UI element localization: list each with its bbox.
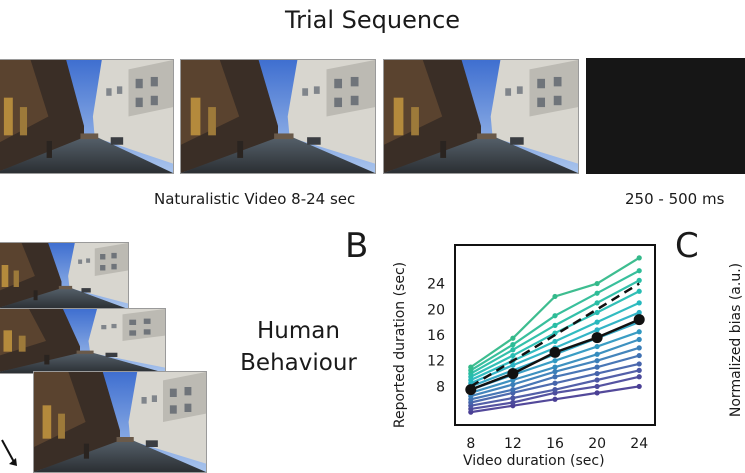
participant-point-4-5	[636, 361, 642, 367]
participant-point-10-4	[594, 327, 600, 333]
video-frame-1	[0, 59, 174, 174]
participant-point-7-5	[636, 336, 642, 343]
participant-point-5-2	[510, 387, 516, 393]
participant-point-6-3	[552, 369, 558, 375]
video-caption: Naturalistic Video 8-24 sec	[154, 190, 356, 208]
participant-point-13-2	[510, 347, 516, 353]
participant-point-2-2	[510, 399, 516, 406]
participant-point-12-2	[510, 352, 516, 359]
participant-point-14-3	[552, 313, 558, 319]
participant-point-14-5	[636, 268, 642, 274]
panel-letter-c: C	[675, 226, 699, 266]
panel-letter-b: B	[345, 226, 369, 266]
participant-point-11-5	[636, 300, 642, 306]
participant-point-8-5	[636, 329, 642, 335]
x-tick-label-12: 12	[504, 436, 522, 452]
video-frame-3	[383, 59, 579, 174]
participant-point-13-5	[636, 277, 642, 283]
participant-point-5-4	[594, 364, 600, 370]
participant-point-15-3	[552, 293, 558, 300]
human-label: Human	[257, 318, 340, 344]
identity-line	[470, 282, 640, 388]
participant-point-10-5	[636, 309, 642, 316]
x-tick-label-16: 16	[546, 436, 564, 452]
participant-point-6-5	[636, 345, 642, 351]
participant-point-10-2	[510, 362, 516, 368]
mean-point-2	[507, 368, 519, 380]
y-tick-label-20: 20	[427, 302, 445, 318]
participant-point-15-4	[594, 280, 600, 287]
participant-point-5-3	[552, 374, 558, 380]
human-behaviour-label: Human Behaviour	[226, 315, 371, 379]
panel-c-y-axis-title: Normalized bias (a.u.)	[728, 262, 744, 418]
y-tick-label-12: 12	[427, 354, 445, 370]
blank-caption: 250 - 500 ms	[625, 190, 725, 208]
participant-point-4-3	[552, 380, 558, 386]
figure-title: Trial Sequence	[284, 6, 461, 34]
mean-point-4	[591, 332, 603, 344]
participant-point-11-3	[552, 338, 558, 345]
participant-point-7-4	[594, 351, 600, 357]
participant-point-8-4	[594, 343, 600, 350]
mean-point-3	[549, 346, 561, 358]
participant-point-3-4	[594, 377, 600, 383]
participant-point-3-3	[552, 387, 558, 393]
blank-screen	[586, 58, 745, 174]
participant-point-1-4	[594, 390, 600, 396]
mean-point-5	[633, 314, 645, 326]
participant-point-13-3	[552, 322, 558, 328]
participant-point-8-3	[552, 358, 558, 364]
participant-point-1-5	[636, 383, 642, 390]
participant-point-2-4	[594, 383, 600, 390]
participant-point-12-4	[594, 309, 600, 316]
participant-point-1-3	[552, 396, 558, 402]
x-tick-label-20: 20	[588, 436, 606, 452]
arrow-icon	[1, 439, 17, 466]
mean-point-1	[465, 384, 477, 396]
participant-point-11-4	[594, 319, 600, 325]
participant-point-14-2	[510, 342, 516, 348]
x-tick-label-8: 8	[466, 436, 475, 452]
participant-point-5-5	[636, 352, 642, 359]
participant-point-7-3	[552, 364, 558, 370]
participant-point-6-2	[510, 381, 516, 388]
participant-point-13-4	[594, 300, 600, 306]
x-tick-label-24: 24	[630, 436, 648, 452]
y-tick-label-16: 16	[427, 328, 445, 344]
participant-point-15-5	[636, 255, 642, 261]
x-axis-title: Video duration (sec)	[463, 453, 605, 469]
y-tick-label-8: 8	[436, 379, 445, 395]
participant-point-3-2	[510, 395, 516, 401]
participant-point-14-4	[594, 290, 600, 296]
participant-point-2-5	[636, 374, 642, 380]
participant-point-4-4	[594, 370, 600, 377]
participant-point-15-1	[468, 364, 474, 370]
video-frame-2	[180, 59, 376, 174]
behaviour-label: Behaviour	[240, 350, 357, 376]
y-tick-label-24: 24	[427, 277, 445, 293]
participant-point-12-5	[636, 288, 642, 294]
participant-point-6-4	[594, 358, 600, 364]
participant-point-3-5	[636, 367, 642, 373]
participant-point-15-2	[510, 335, 516, 341]
